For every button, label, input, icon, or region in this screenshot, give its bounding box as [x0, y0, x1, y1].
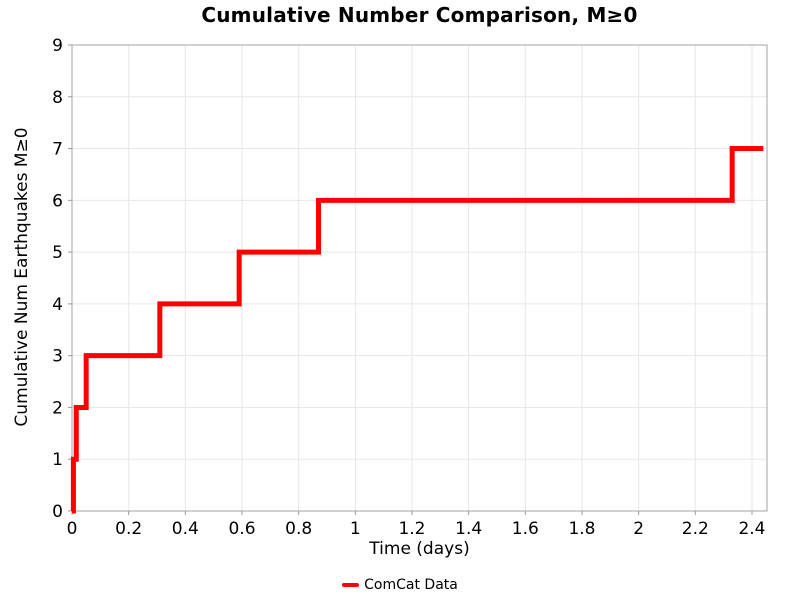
x-tick-label: 2.2 — [682, 519, 709, 539]
y-tick-label: 3 — [52, 347, 63, 367]
x-axis-label: Time (days) — [369, 539, 470, 559]
y-tick-label: 5 — [52, 243, 63, 263]
y-tick-label: 4 — [52, 295, 63, 315]
y-tick-label: 1 — [52, 450, 63, 470]
chart-title: Cumulative Number Comparison, M≥0 — [201, 3, 638, 27]
y-tick-label: 0 — [52, 502, 63, 522]
x-tick-label: 2.4 — [738, 519, 765, 539]
data-series-line — [70, 146, 764, 514]
legend: ComCat Data — [0, 577, 800, 593]
legend-label: ComCat Data — [364, 577, 458, 593]
y-tick-label: 2 — [52, 398, 63, 418]
y-tick-label: 6 — [52, 191, 63, 211]
y-tick-label: 8 — [52, 88, 63, 108]
x-tick-label: 0.2 — [115, 519, 142, 539]
x-tick-label: 1 — [350, 519, 361, 539]
x-tick-label: 0 — [67, 519, 78, 539]
x-tick-label: 0.6 — [228, 519, 255, 539]
x-tick-label: 2 — [633, 519, 644, 539]
x-tick-label: 0.8 — [285, 519, 312, 539]
x-tick-label: 1.2 — [398, 519, 425, 539]
y-axis-label: Cumulative Num Earthquakes M≥0 — [12, 127, 32, 427]
plot-border — [71, 44, 768, 512]
x-tick-label: 0.4 — [172, 519, 199, 539]
x-tick-label: 1.4 — [455, 519, 482, 539]
y-tick-label: 7 — [52, 140, 63, 160]
x-tick-label: 1.8 — [568, 519, 595, 539]
legend-line-sample — [342, 583, 360, 587]
y-tick-label: 9 — [52, 36, 63, 56]
x-tick-label: 1.6 — [512, 519, 539, 539]
